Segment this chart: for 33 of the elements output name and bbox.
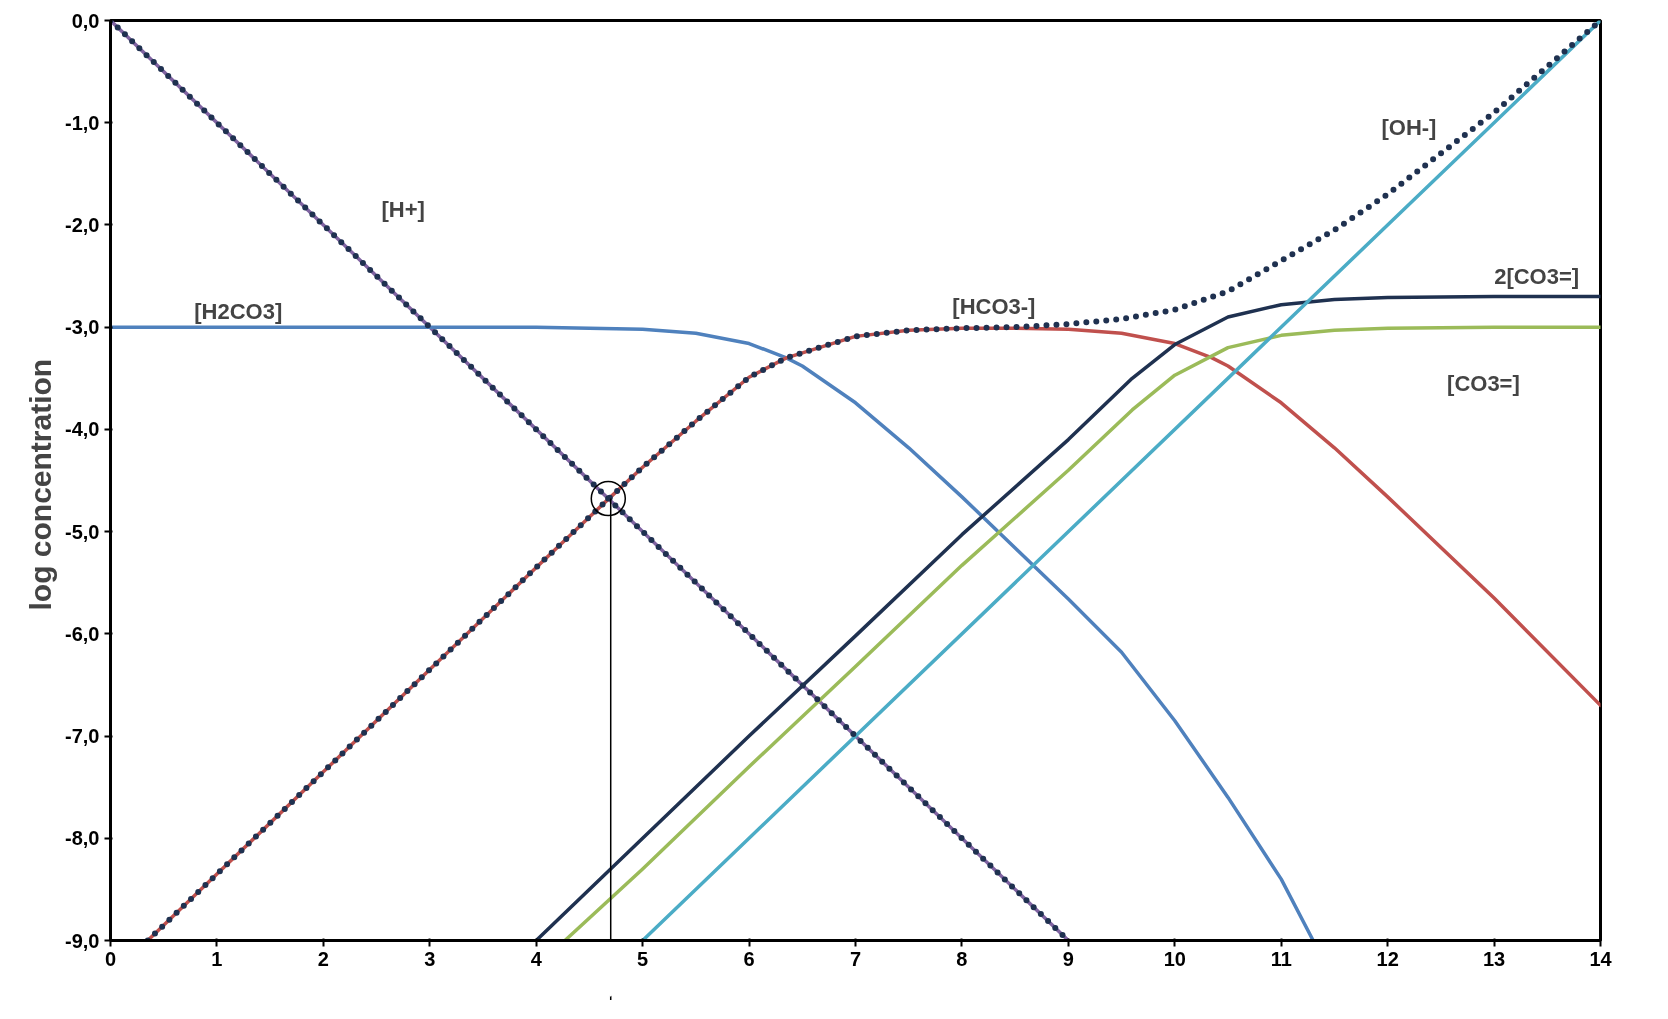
y-tick-label: -3,0 bbox=[65, 316, 100, 339]
x-tick-label: 5 bbox=[637, 947, 649, 970]
x-tick-label: 0 bbox=[104, 947, 117, 970]
x-tick-label: 6 bbox=[743, 947, 755, 970]
x-tick-label: 2 bbox=[317, 947, 329, 970]
series-label: [OH-] bbox=[1381, 115, 1437, 141]
x-tick-label: 11 bbox=[1270, 947, 1292, 970]
y-tick-label: -1,0 bbox=[65, 111, 100, 134]
x-tick-label: 10 bbox=[1163, 947, 1186, 970]
x-tick-label: 4 bbox=[530, 947, 543, 970]
x-tick-label: 13 bbox=[1482, 947, 1506, 970]
series-label: [HCO3-] bbox=[952, 294, 1036, 320]
x-tick-label: 8 bbox=[956, 947, 968, 970]
y-tick-label: -8,0 bbox=[65, 827, 100, 850]
y-tick-label: -7,0 bbox=[65, 725, 100, 748]
y-axis-title: log concentration bbox=[24, 358, 58, 611]
x-tick-label: 3 bbox=[424, 947, 436, 970]
x-tick-label: 9 bbox=[1062, 947, 1074, 970]
series-label: [H2CO3] bbox=[194, 299, 283, 325]
y-tick-label: -9,0 bbox=[65, 929, 100, 952]
x-tick-label: 7 bbox=[849, 947, 862, 970]
series-label: [CO3=] bbox=[1447, 370, 1520, 396]
series-label: [H+] bbox=[381, 197, 425, 223]
y-tick-label: 0,0 bbox=[71, 9, 100, 32]
line-series bbox=[110, 325, 1315, 941]
y-tick-label: -2,0 bbox=[65, 213, 100, 236]
y-tick-label: -5,0 bbox=[65, 520, 100, 543]
series-label: 2[CO3=] bbox=[1494, 263, 1580, 289]
x-tick-label: 1 bbox=[211, 947, 223, 970]
x-tick-label: 14 bbox=[1589, 947, 1613, 970]
y-tick-label: -6,0 bbox=[65, 622, 100, 645]
x-tick-label: 12 bbox=[1376, 947, 1399, 970]
y-tick-label: -4,0 bbox=[65, 418, 100, 441]
